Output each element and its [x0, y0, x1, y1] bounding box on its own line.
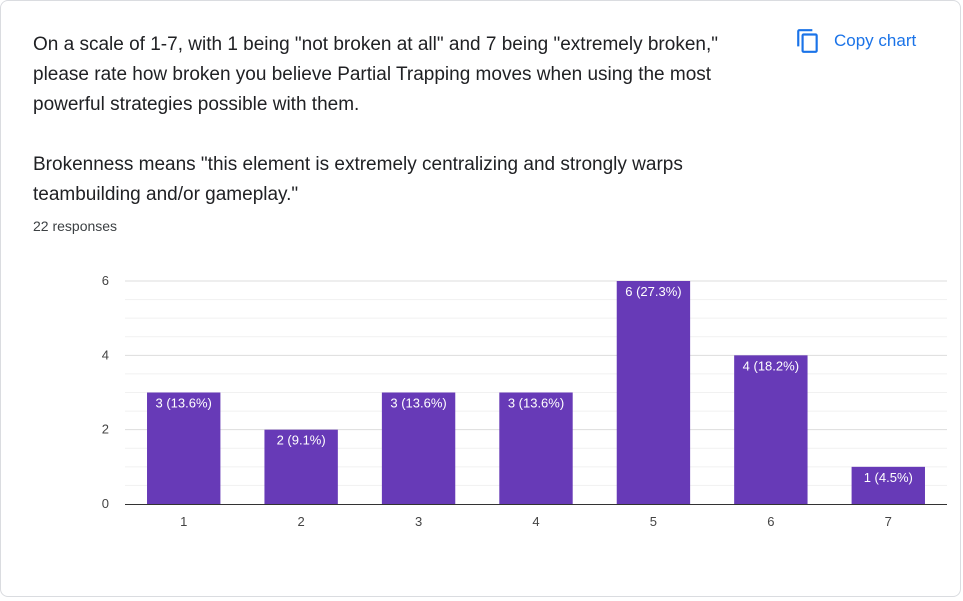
response-count: 22 responses [33, 218, 118, 234]
y-tick-label: 0 [102, 496, 109, 511]
bar-data-label: 3 (13.6%) [390, 396, 446, 411]
bar-chart: 0 2 4 6 3 (13.6%) 1 2 (9.1%) 2 3 (13.6%) 3 3 (13.6… [102, 273, 947, 529]
bar [381, 392, 456, 504]
x-tick-label: 4 [532, 514, 539, 529]
bar-data-label: 4 (18.2%) [743, 358, 799, 373]
x-tick-label: 6 [767, 514, 774, 529]
x-tick-label: 7 [885, 514, 892, 529]
bar-data-label: 6 (27.3%) [625, 284, 681, 299]
y-tick-label: 6 [102, 273, 109, 288]
bar-data-label: 2 (9.1%) [277, 433, 326, 448]
copy-chart-label: Copy chart [834, 31, 917, 50]
bar [734, 355, 808, 504]
bar-data-label: 1 (4.5%) [864, 470, 913, 485]
bar-data-label: 3 (13.6%) [508, 396, 564, 411]
bar-data-label: 3 (13.6%) [156, 396, 212, 411]
x-tick-label: 5 [650, 514, 657, 529]
bar [147, 392, 221, 504]
x-tick-label: 3 [415, 514, 422, 529]
x-tick-label: 1 [180, 514, 187, 529]
question-title: On a scale of 1-7, with 1 being "not bro… [33, 34, 718, 205]
y-tick-label: 2 [102, 422, 109, 437]
bar [264, 429, 338, 504]
y-tick-label: 4 [102, 347, 109, 362]
copy-icon [797, 29, 818, 53]
x-tick-label: 2 [298, 514, 305, 529]
bar [616, 281, 691, 504]
bar [851, 466, 925, 504]
bar [499, 392, 573, 504]
copy-chart-button[interactable]: Copy chart [795, 25, 916, 57]
